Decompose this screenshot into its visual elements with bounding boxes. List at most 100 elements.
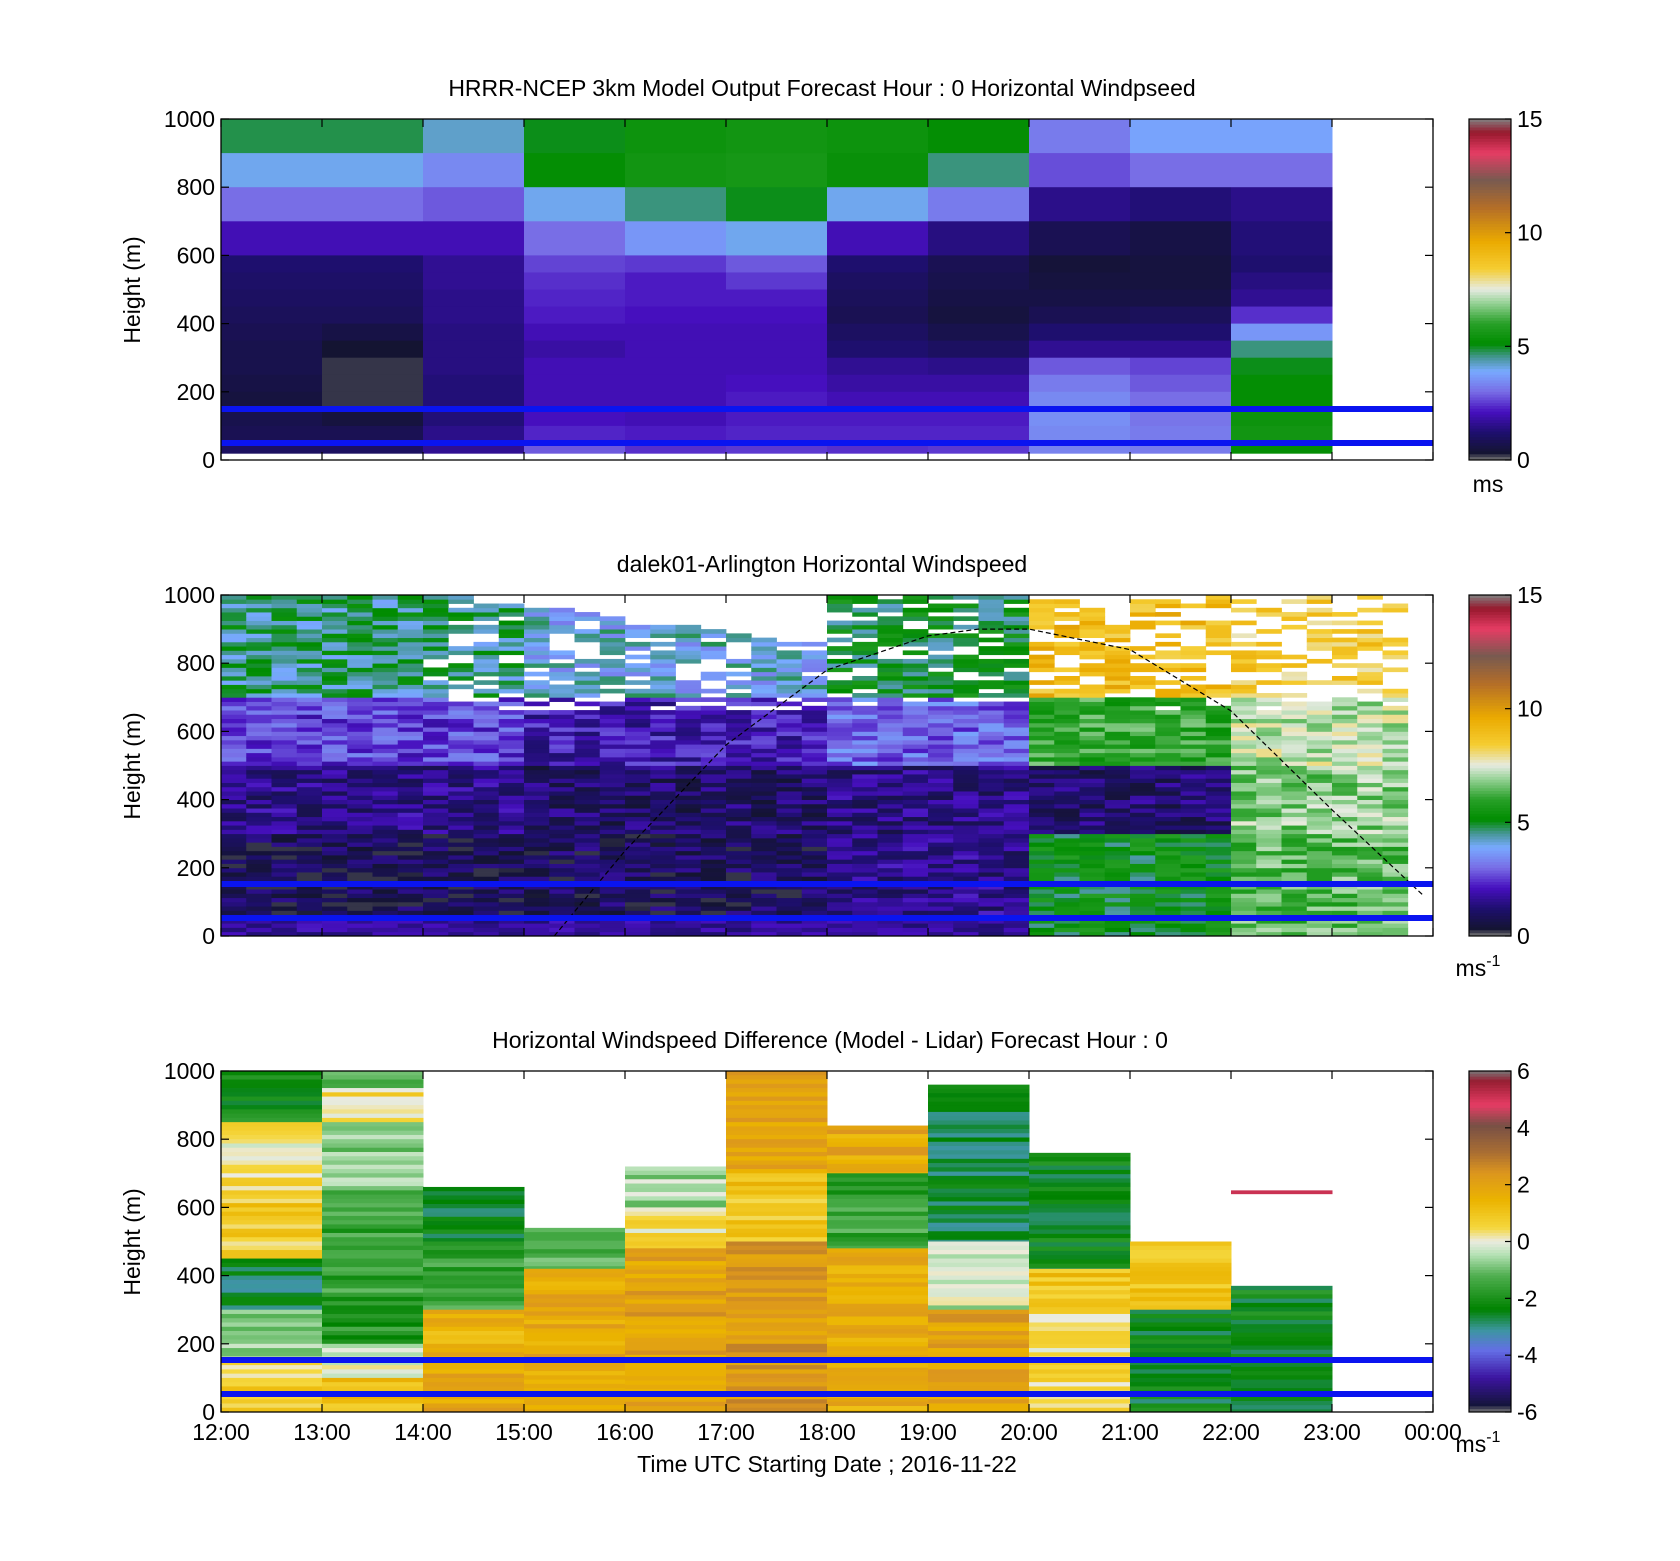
panel-1-colorbar-segment bbox=[1469, 423, 1511, 427]
panel-2-cell bbox=[1357, 680, 1383, 685]
panel-2-cell bbox=[322, 744, 348, 749]
panel-2-cell bbox=[397, 846, 424, 852]
panel-3-colorbar-segment bbox=[1469, 1326, 1511, 1331]
panel-2-cell bbox=[928, 607, 954, 613]
panel-1-cell bbox=[625, 255, 727, 273]
panel-2-cell bbox=[322, 658, 348, 664]
panel-2-cell bbox=[978, 872, 1005, 877]
panel-2-cell bbox=[221, 650, 247, 656]
panel-2-cell bbox=[1357, 893, 1383, 899]
panel-2-cell bbox=[221, 918, 247, 924]
panel-3-cell bbox=[928, 1369, 1030, 1375]
panel-2-cell bbox=[1003, 872, 1030, 877]
panel-2-cell bbox=[675, 808, 702, 813]
panel-2-cell bbox=[1256, 927, 1282, 933]
panel-2-cell bbox=[473, 727, 500, 732]
panel-2-cell bbox=[1155, 855, 1181, 860]
panel-2-cell bbox=[1332, 808, 1358, 813]
panel-2-cell bbox=[498, 897, 525, 903]
panel-2-cell bbox=[397, 799, 424, 805]
panel-2-cell bbox=[1205, 808, 1232, 813]
panel-2-colorbar-segment bbox=[1469, 788, 1511, 792]
panel-2-cell bbox=[372, 846, 399, 852]
panel-3-cell bbox=[221, 1186, 323, 1191]
panel-2-cell bbox=[877, 624, 904, 630]
panel-2-cell bbox=[271, 889, 298, 894]
panel-2-cell bbox=[726, 684, 752, 690]
panel-2-cell bbox=[1054, 675, 1080, 681]
panel-2-cell bbox=[372, 654, 399, 660]
panel-2-cell bbox=[221, 693, 247, 698]
panel-2-cell bbox=[726, 829, 752, 835]
panel-1-cell bbox=[423, 374, 525, 393]
panel-2-cell bbox=[1079, 616, 1106, 621]
panel-2-cell bbox=[423, 595, 449, 600]
panel-2-colorbar-segment bbox=[1469, 623, 1511, 627]
panel-2-cell bbox=[473, 910, 500, 916]
panel-2-cell bbox=[928, 829, 954, 835]
panel-1-colorbar-segment bbox=[1469, 320, 1511, 325]
panel-1-colorbar-segment bbox=[1469, 431, 1511, 435]
panel-2-cell bbox=[322, 825, 348, 830]
panel-2-cell bbox=[372, 918, 399, 924]
panel-1-cell bbox=[1029, 391, 1131, 410]
panel-2-cell bbox=[271, 705, 298, 711]
panel-2-cell bbox=[574, 675, 601, 681]
panel-2-cell bbox=[625, 710, 651, 715]
panel-2-cell bbox=[1003, 599, 1030, 604]
panel-2-cell bbox=[246, 616, 272, 621]
panel-3-colorbar-segment bbox=[1469, 1323, 1511, 1328]
panel-2-cell bbox=[296, 825, 323, 830]
panel-3-colorbar-segment bbox=[1469, 1213, 1511, 1217]
panel-2-cell bbox=[1332, 837, 1358, 843]
panel-2-cell bbox=[1054, 808, 1080, 813]
panel-2-cell bbox=[423, 752, 449, 758]
panel-2-cell bbox=[423, 829, 449, 835]
panel-2-cell bbox=[221, 761, 247, 766]
panel-2-cell bbox=[397, 714, 424, 720]
panel-2-cell bbox=[1054, 893, 1080, 899]
panel-2-cell bbox=[1029, 927, 1055, 933]
panel-3-colorbar-segment bbox=[1469, 1153, 1511, 1157]
panel-2-cell bbox=[372, 855, 399, 860]
panel-2-cell bbox=[700, 744, 727, 749]
panel-2-cell bbox=[751, 872, 777, 877]
panel-2-cell bbox=[549, 714, 575, 720]
panel-2-cell bbox=[1332, 842, 1358, 847]
panel-3-cell bbox=[1029, 1307, 1131, 1311]
panel-2-cell bbox=[1281, 671, 1308, 677]
panel-2-cell bbox=[801, 693, 828, 698]
panel-3-cell bbox=[423, 1288, 525, 1294]
panel-2-cell bbox=[675, 850, 702, 856]
panel-2-cell bbox=[827, 901, 853, 907]
panel-2-cell bbox=[1155, 701, 1181, 707]
panel-2-cell bbox=[322, 842, 348, 847]
panel-2-cell bbox=[953, 633, 979, 639]
panel-3-cell bbox=[726, 1237, 828, 1242]
panel-3-colorbar-segment bbox=[1469, 1201, 1511, 1206]
panel-2-cell bbox=[650, 931, 676, 937]
panel-3-cell bbox=[827, 1138, 929, 1144]
panel-2-cell bbox=[726, 735, 752, 741]
panel-2-cell bbox=[751, 769, 777, 775]
panel-2-colorbar-segment bbox=[1469, 930, 1511, 934]
panel-2-cell bbox=[625, 671, 651, 677]
panel-2-cell bbox=[246, 897, 272, 903]
panel-2-cell bbox=[246, 735, 272, 741]
panel-3-cell bbox=[625, 1278, 727, 1283]
panel-2-cell bbox=[271, 820, 298, 826]
panel-2-cell bbox=[650, 650, 676, 656]
panel-2-cell bbox=[221, 629, 247, 634]
panel-2-cell bbox=[902, 744, 929, 749]
panel-2-cell bbox=[1130, 744, 1156, 749]
panel-3-cell bbox=[726, 1228, 828, 1234]
panel-2-cell bbox=[1357, 705, 1383, 711]
panel-2-cell bbox=[776, 889, 803, 894]
panel-3-ytick-label: 600 bbox=[177, 1194, 215, 1220]
panel-2-cell bbox=[1231, 633, 1257, 639]
panel-2-cell bbox=[221, 884, 247, 890]
panel-1-colorbar-segment bbox=[1469, 133, 1511, 137]
panel-2-cell bbox=[625, 918, 651, 924]
panel-2-cell bbox=[246, 761, 272, 766]
panel-1-cell bbox=[827, 255, 929, 273]
